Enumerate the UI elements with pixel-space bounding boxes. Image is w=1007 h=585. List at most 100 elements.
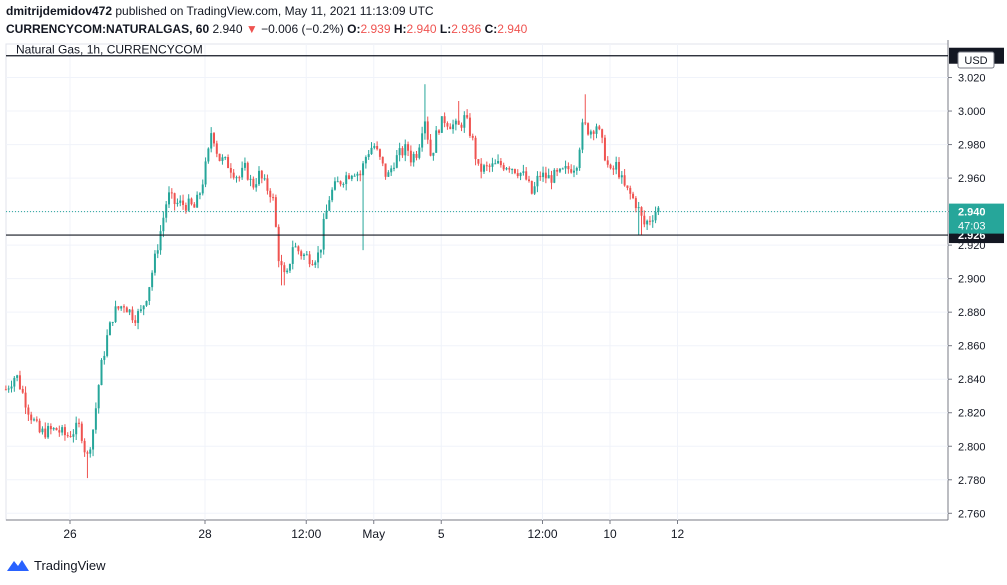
x-tick-label: 5 xyxy=(438,527,445,541)
candle-body xyxy=(657,207,660,213)
x-tick-label: 12:00 xyxy=(527,527,557,541)
candle-body xyxy=(598,126,601,130)
publish-line: dmitrijdemidov472 published on TradingVi… xyxy=(6,4,434,18)
candle-body xyxy=(648,220,651,222)
candle-body xyxy=(305,254,308,256)
y-tick-label: 2.800 xyxy=(958,441,986,453)
candle-body xyxy=(120,306,123,309)
candle-body xyxy=(350,175,353,179)
candle-body xyxy=(94,408,97,430)
low-value: 2.936 xyxy=(451,22,482,36)
candle-body xyxy=(516,173,519,177)
published-text: published on TradingView.com, May 11, 20… xyxy=(115,4,434,18)
low-label: L: xyxy=(439,22,452,36)
candle-body xyxy=(415,153,418,158)
candle-body xyxy=(401,148,404,156)
candle-body xyxy=(78,422,80,424)
candle-body xyxy=(432,152,435,156)
symbol-name: CURRENCYCOM:NATURALGAS, 60 xyxy=(6,22,210,36)
candle-body xyxy=(578,149,581,168)
candle-body xyxy=(153,253,156,273)
candle-body xyxy=(238,177,241,179)
candle-body xyxy=(362,163,365,176)
candle-body xyxy=(103,355,106,360)
candle-body xyxy=(249,178,252,180)
candle-body xyxy=(589,131,592,135)
candle-body xyxy=(38,420,41,433)
candle-body xyxy=(409,150,412,163)
candle-body xyxy=(69,436,72,438)
candle-body xyxy=(511,169,514,171)
candle-body xyxy=(300,251,303,257)
candle-body xyxy=(502,165,505,170)
candle-body xyxy=(651,220,654,222)
candle-body xyxy=(117,306,120,309)
candle-body xyxy=(632,193,635,199)
candle-body xyxy=(291,247,294,264)
candle-body xyxy=(182,200,185,206)
candle-body xyxy=(499,161,502,166)
candle-body xyxy=(609,164,612,169)
candle-body xyxy=(4,389,7,391)
candle-body xyxy=(539,175,542,178)
x-tick-label: May xyxy=(362,527,385,541)
candle-body xyxy=(643,215,646,225)
last-price: 2.940 xyxy=(212,22,243,36)
candle-body xyxy=(241,167,244,178)
candle-body xyxy=(227,157,230,169)
candle-body xyxy=(474,137,477,160)
candle-body xyxy=(646,220,649,225)
candle-body xyxy=(210,133,213,149)
candle-body xyxy=(260,170,263,179)
y-tick-label: 2.880 xyxy=(958,307,986,319)
candle-body xyxy=(325,210,328,219)
candle-body xyxy=(454,120,457,125)
candle-body xyxy=(204,161,207,185)
price-chart[interactable]: 2.760 2.780 2.800 2.820 2.840 2.860 2.880 2.900… xyxy=(0,40,1007,552)
candle-body xyxy=(333,181,336,190)
candle-body xyxy=(573,170,575,173)
candle-body xyxy=(269,190,272,198)
candle-body xyxy=(468,117,471,136)
candle-body xyxy=(381,156,384,164)
footer: TradingView xyxy=(6,557,106,573)
footer-brand[interactable]: TradingView xyxy=(34,557,106,573)
candle-body xyxy=(404,144,407,156)
candle-body xyxy=(33,419,35,421)
candle-body xyxy=(159,231,162,251)
candle-body xyxy=(466,115,469,118)
y-tick-label: 2.980 xyxy=(958,140,986,152)
symbol-line: CURRENCYCOM:NATURALGAS, 60 2.940 ▼ −0.00… xyxy=(6,22,527,36)
candle-body xyxy=(497,161,500,164)
candle-body xyxy=(460,124,463,128)
candle-body xyxy=(547,175,550,179)
candle-body xyxy=(229,168,232,173)
candle-body xyxy=(558,168,561,172)
candle-body xyxy=(266,178,269,191)
candle-body xyxy=(595,126,598,134)
candle-body xyxy=(21,388,24,393)
candle-body xyxy=(89,449,92,454)
candle-body xyxy=(373,146,376,148)
down-arrow-icon: ▼ xyxy=(245,22,258,36)
candle-body xyxy=(52,428,55,430)
candle-body xyxy=(620,175,623,178)
candle-body xyxy=(581,122,584,150)
candle-body xyxy=(165,204,168,218)
candle-body xyxy=(429,139,432,156)
candle-body xyxy=(92,429,95,450)
candle-body xyxy=(235,177,238,179)
candle-body xyxy=(72,434,75,437)
candle-body xyxy=(170,192,173,194)
publisher-name[interactable]: dmitrijdemidov472 xyxy=(6,4,113,18)
candle-body xyxy=(221,157,224,161)
candle-body xyxy=(640,207,643,216)
candle-body xyxy=(75,422,78,435)
candle-body xyxy=(612,168,615,170)
candle-body xyxy=(100,359,103,386)
current-price-label: 2.940 xyxy=(958,207,986,219)
candle-body xyxy=(606,160,609,165)
candle-body xyxy=(488,165,491,167)
candle-body xyxy=(193,204,196,208)
currency-badge: USD xyxy=(964,55,987,67)
